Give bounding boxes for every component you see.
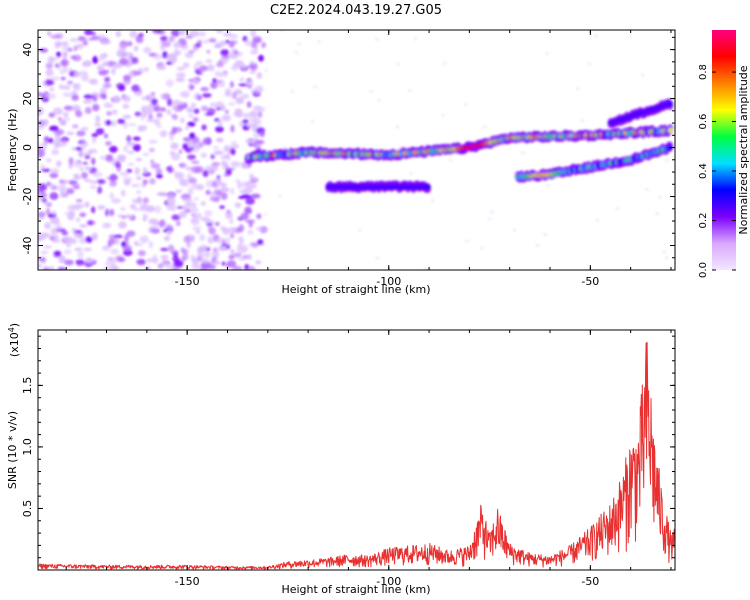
- y-tick-label: 40: [21, 43, 34, 57]
- spectrogram-panel: -150 -100 -50 -40 -20 0 20 40 Height of straig…: [6, 29, 676, 296]
- spectrogram-y-ticks: -40 -20 0 20 40: [21, 36, 675, 271]
- lower-track-2: [514, 141, 674, 183]
- y-tick-label: 0.5: [21, 500, 34, 518]
- snr-scale-label: (x104): [7, 323, 22, 357]
- colorbar-ticks: 0.0 0.2 0.4 0.6 0.8: [698, 64, 736, 278]
- snr-line: [38, 341, 675, 570]
- colorbar-gradient: [712, 30, 736, 270]
- spectrogram-noise: [38, 30, 669, 270]
- colorbar-tick-label: 0.8: [698, 64, 709, 80]
- y-tick-label: 1.0: [21, 438, 34, 456]
- snr-frame: [37, 329, 676, 571]
- colorbar: 0.0 0.2 0.4 0.6 0.8 Normalized spectral ampl…: [698, 30, 750, 278]
- x-tick-label: -50: [581, 275, 599, 288]
- main-track: [244, 124, 674, 164]
- colorbar-tick-label: 0.6: [698, 114, 709, 130]
- colorbar-tick-label: 0.2: [698, 213, 709, 229]
- snr-panel: -150 -100 -50 0.5 1.0 1.5 Height of straight…: [6, 323, 676, 596]
- spectrogram-frame: [37, 29, 676, 271]
- spectrogram-y-label: Frequency (Hz): [6, 109, 19, 192]
- spectrogram-x-ticks: -150 -100 -50: [65, 30, 672, 288]
- spectrogram-image: [38, 30, 674, 270]
- lower-track: [325, 180, 432, 194]
- spectrogram-x-label: Height of straight line (km): [281, 283, 430, 296]
- y-tick-label: -40: [21, 237, 34, 255]
- upper-track: [607, 98, 674, 129]
- snr-y-label: SNR (10 * v/v): [6, 411, 19, 489]
- snr-y-ticks: 0.5 1.0 1.5: [21, 335, 675, 559]
- colorbar-tick-label: 0.4: [698, 163, 709, 179]
- x-tick-label: -150: [175, 275, 200, 288]
- snr-x-ticks: -150 -100 -50: [65, 330, 672, 588]
- figure-title: C2E2.2024.043.19.27.G05: [270, 3, 442, 18]
- x-tick-label: -100: [376, 275, 401, 288]
- y-tick-label: 20: [21, 92, 34, 106]
- y-tick-label: 1.5: [21, 377, 34, 395]
- colorbar-tick-label: 0.0: [698, 262, 709, 278]
- y-tick-label: 0: [21, 144, 34, 151]
- x-tick-label: -100: [376, 575, 401, 588]
- x-tick-label: -150: [175, 575, 200, 588]
- colorbar-label: Normalized spectral amplitude: [737, 65, 750, 234]
- y-tick-label: -20: [21, 188, 34, 206]
- x-tick-label: -50: [581, 575, 599, 588]
- snr-x-label: Height of straight line (km): [281, 583, 430, 596]
